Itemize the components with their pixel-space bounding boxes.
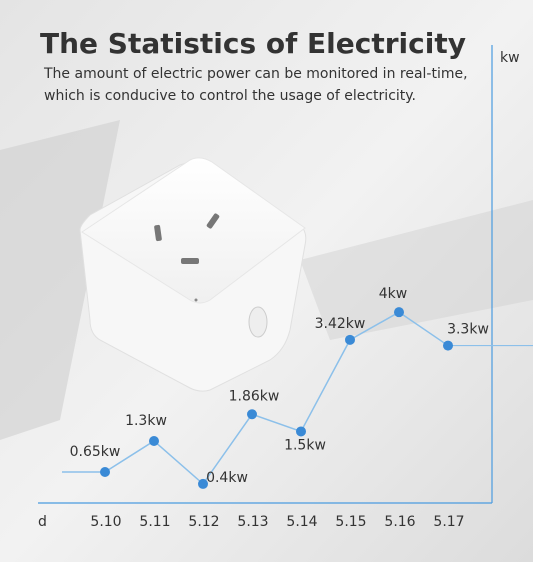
y-axis-label: kw [500, 50, 520, 66]
x-tick-label: 5.16 [384, 514, 415, 530]
shadow [300, 200, 533, 340]
data-label: 3.3kw [447, 322, 489, 338]
x-tick-label: 5.13 [237, 514, 268, 530]
x-tick-label: 5.17 [433, 514, 464, 530]
smart-plug [79, 157, 307, 392]
data-label: 0.65kw [70, 444, 121, 460]
chart-title: The Statistics of Electricity [40, 27, 466, 60]
x-tick-label: 5.15 [335, 514, 366, 530]
x-tick-label: 5.12 [188, 514, 219, 530]
shadow [0, 120, 120, 440]
data-label: 1.5kw [284, 437, 326, 453]
data-point [100, 466, 110, 477]
data-point [247, 409, 257, 420]
data-label: 0.4kw [206, 470, 248, 486]
data-label: 4kw [379, 286, 407, 302]
x-tick-label: 5.14 [286, 514, 317, 530]
subtitle: The amount of electric power can be moni… [43, 66, 468, 82]
data-label: 1.3kw [125, 413, 167, 429]
x-tick-label: 5.11 [139, 514, 170, 530]
data-point [296, 426, 306, 437]
data-point [345, 334, 355, 345]
subtitle: which is conducive to control the usage … [44, 88, 416, 104]
data-point [198, 478, 208, 489]
data-point [394, 307, 404, 318]
x-axis-label: d [38, 514, 47, 530]
data-label: 3.42kw [315, 316, 366, 332]
data-label: 1.86kw [229, 388, 280, 404]
data-point [443, 340, 453, 351]
x-tick-label: 5.10 [90, 514, 121, 530]
data-line [104, 311, 449, 486]
data-point [149, 435, 159, 446]
